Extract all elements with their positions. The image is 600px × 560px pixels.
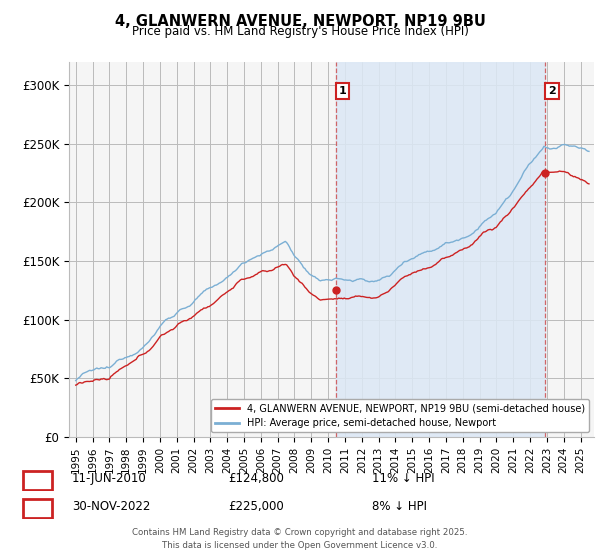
FancyBboxPatch shape — [23, 471, 52, 490]
Text: 1: 1 — [33, 474, 42, 487]
Text: 8% ↓ HPI: 8% ↓ HPI — [372, 500, 427, 514]
Text: £225,000: £225,000 — [228, 500, 284, 514]
Bar — [336, 62, 545, 437]
Text: 11-JUN-2010: 11-JUN-2010 — [72, 472, 147, 486]
Text: 30-NOV-2022: 30-NOV-2022 — [72, 500, 151, 514]
Text: Contains HM Land Registry data © Crown copyright and database right 2025.
This d: Contains HM Land Registry data © Crown c… — [132, 529, 468, 550]
Text: 11% ↓ HPI: 11% ↓ HPI — [372, 472, 434, 486]
Text: £124,800: £124,800 — [228, 472, 284, 486]
Text: 2: 2 — [548, 86, 556, 96]
Text: 4, GLANWERN AVENUE, NEWPORT, NP19 9BU: 4, GLANWERN AVENUE, NEWPORT, NP19 9BU — [115, 14, 485, 29]
Legend: 4, GLANWERN AVENUE, NEWPORT, NP19 9BU (semi-detached house), HPI: Average price,: 4, GLANWERN AVENUE, NEWPORT, NP19 9BU (s… — [211, 399, 589, 432]
Text: Price paid vs. HM Land Registry's House Price Index (HPI): Price paid vs. HM Land Registry's House … — [131, 25, 469, 38]
Text: 2: 2 — [33, 502, 42, 515]
Text: 1: 1 — [338, 86, 346, 96]
FancyBboxPatch shape — [23, 499, 52, 518]
